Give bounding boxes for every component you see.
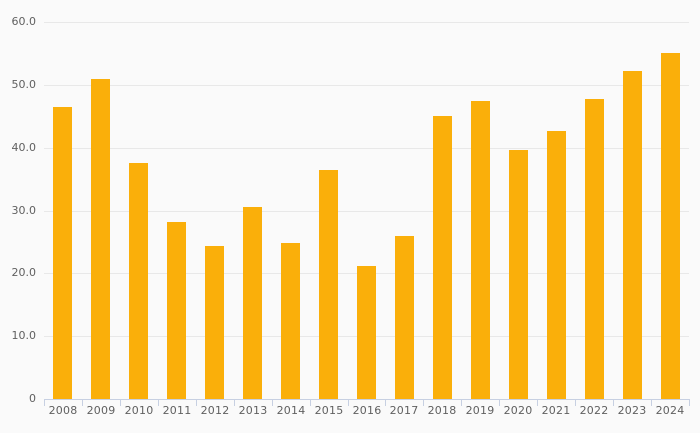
x-axis-tick <box>158 399 159 406</box>
y-tick-label: 50.0 <box>11 77 37 91</box>
x-tick-label: 2010 <box>124 404 154 417</box>
bar-2022 <box>585 99 604 399</box>
x-axis-tick <box>499 399 500 406</box>
bar-2010 <box>129 163 148 399</box>
x-axis-line <box>44 399 689 400</box>
y-tick-label: 30.0 <box>11 203 37 217</box>
x-tick-label: 2014 <box>276 404 306 417</box>
x-tick-label: 2024 <box>655 404 685 417</box>
gridline-40 <box>44 148 689 149</box>
x-axis-tick <box>348 399 349 406</box>
bar-2016 <box>357 266 376 399</box>
x-axis-tick <box>44 399 45 406</box>
x-axis-tick <box>120 399 121 406</box>
x-axis-tick <box>310 399 311 406</box>
x-tick-label: 2008 <box>48 404 78 417</box>
bar-2024 <box>661 53 680 399</box>
x-tick-label: 2012 <box>200 404 230 417</box>
x-axis-tick <box>196 399 197 406</box>
x-tick-label: 2019 <box>465 404 495 417</box>
x-axis-tick <box>689 399 690 406</box>
x-axis-tick <box>461 399 462 406</box>
x-axis-tick <box>537 399 538 406</box>
bar-2011 <box>167 222 186 399</box>
x-axis-tick <box>651 399 652 406</box>
x-axis-tick <box>82 399 83 406</box>
bar-2012 <box>205 246 224 399</box>
bar-2023 <box>623 71 642 399</box>
x-tick-label: 2013 <box>238 404 268 417</box>
bar-2020 <box>509 150 528 399</box>
gridline-60 <box>44 22 689 23</box>
bar-2015 <box>319 170 338 399</box>
bar-2009 <box>91 79 110 399</box>
x-tick-label: 2020 <box>503 404 533 417</box>
x-axis-tick <box>423 399 424 406</box>
bar-2013 <box>243 207 262 399</box>
x-axis-tick <box>385 399 386 406</box>
x-axis-tick <box>613 399 614 406</box>
x-tick-label: 2021 <box>541 404 571 417</box>
gridline-50 <box>44 85 689 86</box>
x-tick-label: 2009 <box>86 404 116 417</box>
y-tick-label: 20.0 <box>11 266 37 280</box>
x-tick-label: 2022 <box>579 404 609 417</box>
bar-2014 <box>281 243 300 399</box>
gridline-30 <box>44 211 689 212</box>
bar-2008 <box>53 107 72 399</box>
x-tick-label: 2016 <box>352 404 382 417</box>
bar-2018 <box>433 116 452 399</box>
x-tick-label: 2011 <box>162 404 192 417</box>
x-axis-tick <box>234 399 235 406</box>
y-tick-label: 60.0 <box>11 15 37 28</box>
bar-2021 <box>547 131 566 399</box>
x-axis-tick <box>272 399 273 406</box>
x-tick-label: 2018 <box>427 404 457 417</box>
x-axis-tick <box>575 399 576 406</box>
y-tick-label: 40.0 <box>11 140 37 154</box>
y-tick-label: 0 <box>29 392 36 405</box>
x-tick-label: 2017 <box>389 404 419 417</box>
plot-area <box>44 22 689 400</box>
x-tick-label: 2015 <box>314 404 344 417</box>
y-tick-label: 10.0 <box>11 329 37 343</box>
bar-2017 <box>395 236 414 399</box>
x-tick-label: 2023 <box>617 404 647 417</box>
bar-2019 <box>471 101 490 399</box>
